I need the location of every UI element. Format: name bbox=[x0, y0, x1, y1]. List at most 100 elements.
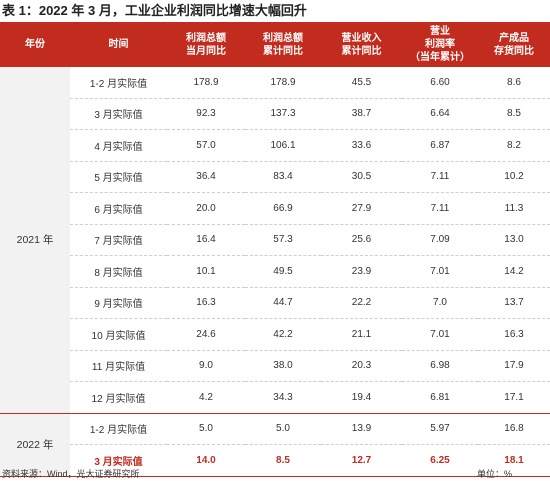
table-row: 5 月实际值 36.4 83.4 30.5 7.11 10.2 bbox=[0, 161, 550, 193]
table-row: 12 月实际值 4.2 34.3 19.4 6.81 17.1 bbox=[0, 381, 550, 414]
value-cell: 4.2 bbox=[167, 381, 245, 414]
table-row: 11 月实际值 9.0 38.0 20.3 6.98 17.9 bbox=[0, 350, 550, 382]
column-header: 利润总额 当月同比 bbox=[167, 22, 245, 67]
value-cell: 19.4 bbox=[321, 381, 402, 414]
value-cell: 5.0 bbox=[167, 413, 245, 445]
value-cell: 20.0 bbox=[167, 192, 245, 225]
column-header: 年份 bbox=[0, 22, 70, 67]
period-cell: 4 月实际值 bbox=[70, 129, 167, 162]
table-row: 8 月实际值 10.1 49.5 23.9 7.01 14.2 bbox=[0, 255, 550, 288]
value-cell: 92.3 bbox=[167, 98, 245, 130]
value-cell: 17.9 bbox=[478, 350, 550, 382]
data-table-container: 年份 时间 利润总额 当月同比 利润总额 累计同比 营业收入 累计同比 营业 利润率 （当年累计）产… bbox=[0, 22, 550, 477]
period-cell: 12 月实际值 bbox=[70, 381, 167, 414]
column-header: 利润总额 累计同比 bbox=[245, 22, 321, 67]
value-cell: 7.11 bbox=[402, 192, 478, 225]
table-row: 3 月实际值 14.0 8.5 12.7 6.25 18.1 bbox=[0, 444, 550, 477]
value-cell: 27.9 bbox=[321, 192, 402, 225]
period-cell: 9 月实际值 bbox=[70, 287, 167, 319]
value-cell: 38.0 bbox=[245, 350, 321, 382]
value-cell: 8.5 bbox=[478, 98, 550, 130]
table-title: 表 1：2022 年 3 月，工业企业利润同比增速大幅回升 bbox=[2, 3, 307, 18]
year-cell: 2021 年 bbox=[0, 67, 70, 414]
value-cell: 7.0 bbox=[402, 287, 478, 319]
table-row: 2022 年 1-2 月实际值 5.0 5.0 13.9 5.97 16.8 bbox=[0, 413, 550, 477]
value-cell: 83.4 bbox=[245, 161, 321, 193]
table-row: 4 月实际值 57.0 106.1 33.6 6.87 8.2 bbox=[0, 129, 550, 162]
value-cell: 6.81 bbox=[402, 381, 478, 414]
period-cell: 7 月实际值 bbox=[70, 224, 167, 256]
value-cell: 11.3 bbox=[478, 192, 550, 225]
value-cell: 137.3 bbox=[245, 98, 321, 130]
value-cell: 17.1 bbox=[478, 381, 550, 414]
footer: 资料来源：Wind，光大证券研究所 单位：% bbox=[0, 466, 550, 482]
year-cell: 2022 年 bbox=[0, 413, 70, 477]
value-cell: 10.1 bbox=[167, 255, 245, 288]
value-cell: 38.7 bbox=[321, 98, 402, 130]
column-header: 产成品 存货同比 bbox=[478, 22, 550, 67]
value-cell: 6.98 bbox=[402, 350, 478, 382]
header-row: 年份 时间 利润总额 当月同比 利润总额 累计同比 营业收入 累计同比 营业 利润率 （当年累计）产… bbox=[0, 22, 550, 67]
value-cell: 66.9 bbox=[245, 192, 321, 225]
value-cell: 34.3 bbox=[245, 381, 321, 414]
value-cell: 42.2 bbox=[245, 318, 321, 351]
value-cell: 178.9 bbox=[245, 67, 321, 99]
period-cell: 6 月实际值 bbox=[70, 192, 167, 225]
value-cell: 6.64 bbox=[402, 98, 478, 130]
value-cell: 20.3 bbox=[321, 350, 402, 382]
value-cell: 7.09 bbox=[402, 224, 478, 256]
value-cell: 14.2 bbox=[478, 255, 550, 288]
value-cell: 9.0 bbox=[167, 350, 245, 382]
column-header: 营业收入 累计同比 bbox=[321, 22, 402, 67]
value-cell: 49.5 bbox=[245, 255, 321, 288]
value-cell: 5.97 bbox=[402, 413, 478, 445]
value-cell: 6.25 bbox=[402, 444, 478, 477]
value-cell: 10.2 bbox=[478, 161, 550, 193]
value-cell: 16.8 bbox=[478, 413, 550, 445]
table-row: 10 月实际值 24.6 42.2 21.1 7.01 16.3 bbox=[0, 318, 550, 351]
table-row: 3 月实际值 92.3 137.3 38.7 6.64 8.5 bbox=[0, 98, 550, 130]
value-cell: 6.87 bbox=[402, 129, 478, 162]
value-cell: 33.6 bbox=[321, 129, 402, 162]
value-cell: 7.01 bbox=[402, 255, 478, 288]
period-cell: 11 月实际值 bbox=[70, 350, 167, 382]
value-cell: 6.60 bbox=[402, 67, 478, 99]
period-cell: 3 月实际值 bbox=[70, 444, 167, 477]
value-cell: 18.1 bbox=[478, 444, 550, 477]
period-cell: 10 月实际值 bbox=[70, 318, 167, 351]
value-cell: 5.0 bbox=[245, 413, 321, 445]
table-row: 9 月实际值 16.3 44.7 22.2 7.0 13.7 bbox=[0, 287, 550, 319]
table-row: 2021 年 1-2 月实际值 178.9 178.9 45.5 6.60 8.6 bbox=[0, 67, 550, 414]
value-cell: 106.1 bbox=[245, 129, 321, 162]
table-row: 6 月实际值 20.0 66.9 27.9 7.11 11.3 bbox=[0, 192, 550, 225]
column-header: 营业 利润率 （当年累计） bbox=[402, 22, 478, 67]
value-cell: 13.7 bbox=[478, 287, 550, 319]
table-body: 2021 年 1-2 月实际值 178.9 178.9 45.5 6.60 8.6 3 月实际… bbox=[0, 67, 550, 477]
period-cell: 3 月实际值 bbox=[70, 98, 167, 130]
value-cell: 45.5 bbox=[321, 67, 402, 99]
value-cell: 57.0 bbox=[167, 129, 245, 162]
value-cell: 14.0 bbox=[167, 444, 245, 477]
value-cell: 16.4 bbox=[167, 224, 245, 256]
value-cell: 12.7 bbox=[321, 444, 402, 477]
value-cell: 36.4 bbox=[167, 161, 245, 193]
value-cell: 8.5 bbox=[245, 444, 321, 477]
value-cell: 30.5 bbox=[321, 161, 402, 193]
unit-note: 单位：% bbox=[476, 469, 512, 479]
table-row: 7 月实际值 16.4 57.3 25.6 7.09 13.0 bbox=[0, 224, 550, 256]
value-cell: 16.3 bbox=[167, 287, 245, 319]
value-cell: 13.9 bbox=[321, 413, 402, 445]
value-cell: 178.9 bbox=[167, 67, 245, 99]
value-cell: 16.3 bbox=[478, 318, 550, 351]
value-cell: 24.6 bbox=[167, 318, 245, 351]
column-header: 时间 bbox=[70, 22, 167, 67]
profit-table: 年份 时间 利润总额 当月同比 利润总额 累计同比 营业收入 累计同比 营业 利润率 （当年累计）产… bbox=[0, 22, 550, 477]
period-cell: 5 月实际值 bbox=[70, 161, 167, 193]
source-note: 资料来源：Wind，光大证券研究所 bbox=[2, 469, 140, 479]
value-cell: 7.11 bbox=[402, 161, 478, 193]
value-cell: 25.6 bbox=[321, 224, 402, 256]
value-cell: 57.3 bbox=[245, 224, 321, 256]
value-cell: 44.7 bbox=[245, 287, 321, 319]
value-cell: 8.6 bbox=[478, 67, 550, 99]
period-cell: 8 月实际值 bbox=[70, 255, 167, 288]
